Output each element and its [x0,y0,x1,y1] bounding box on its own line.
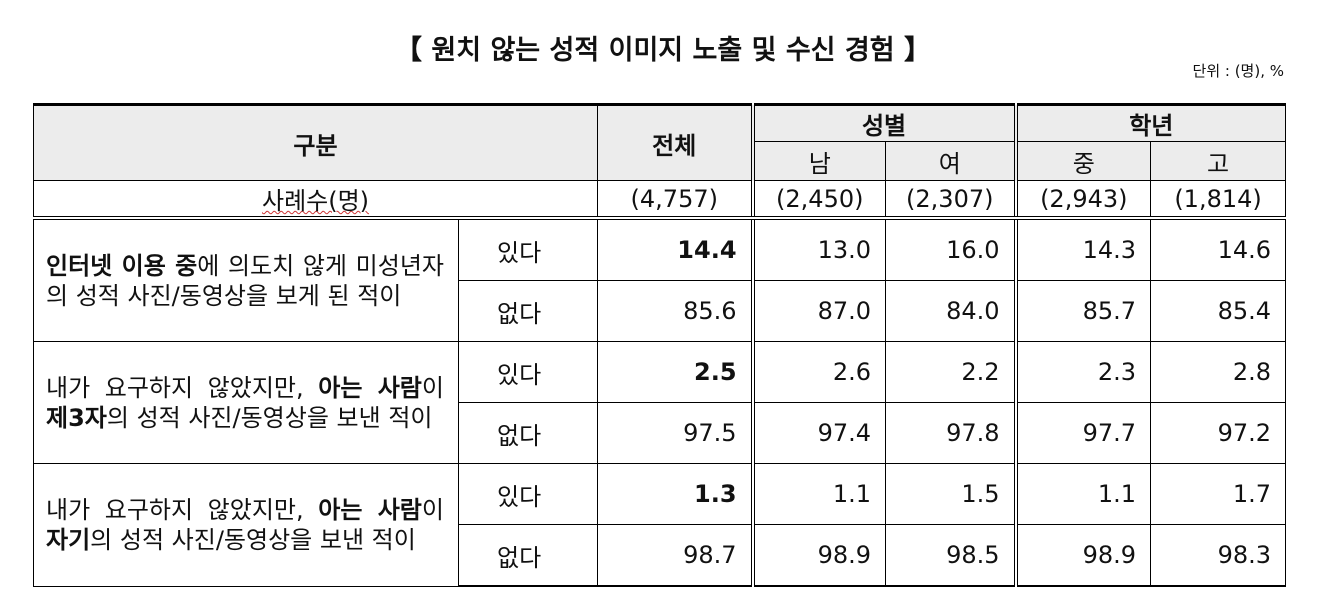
value-cell: 2.8 [1150,341,1287,403]
table-row: 인터넷 이용 중에 의도치 않게 미성년자의 성적 사진/동영상을 보게 된 적… [33,217,1287,342]
value-cell: 84.0 [885,280,1017,342]
title: 【 원치 않는 성적 이미지 노출 및 수신 경험 】 [394,35,932,66]
row-label-cell: 내가 요구하지 않았지만, 아는 사람이 제3자의 성적 사진/동영상을 보낸 … [33,341,459,464]
row-label-part: 인터넷 이용 중 [46,251,198,280]
value-cell: 85.6 [597,280,754,342]
sample-cell: (2,307) [885,180,1017,220]
table-body: 인터넷 이용 중에 의도치 않게 미성년자의 성적 사진/동영상을 보게 된 적… [33,217,1287,587]
row-label-cell: 내가 요구하지 않았지만, 아는 사람이 자기의 성적 사진/동영상을 보낸 적… [33,463,459,587]
value-cell: 1.1 [750,463,887,525]
value-cell: 97.2 [1150,402,1287,464]
unit-label: 단위 : (명), % [1192,62,1284,80]
row-label-part: 이 [421,495,444,524]
value-cell: 2.3 [1013,341,1152,403]
sample-cell: (4,757) [597,180,754,220]
table: 구분 전체 성별 학년 남 여 중 고 사례수(명) (4,757) (2,450… [32,103,1287,587]
row-label-part: 이 [421,373,444,402]
sample-cell: (1,814) [1150,180,1287,220]
answer-cell: 있다 [457,341,599,403]
value-cell: 98.9 [1013,524,1152,587]
value-cell: 1.1 [1013,463,1152,525]
value-cell: 97.8 [885,402,1017,464]
header-cell: 구분 [32,103,599,181]
value-cell: 97.5 [597,402,754,464]
value-cell: 85.4 [1150,280,1287,342]
value-cell: 14.6 [1150,217,1287,281]
value-cell: 98.7 [597,524,754,587]
row-label-part: 아는 사람 [318,495,422,524]
sample-cell: (2,450) [750,180,887,220]
sample-cell: (2,943) [1013,180,1152,220]
header-cell: 학년 [1013,103,1287,142]
value-cell: 97.4 [750,402,887,464]
value-cell: 13.0 [750,217,887,281]
table-row: 없다 85.6 87.0 84.0 85.7 85.4 [34,280,1287,342]
table-row: 내가 요구하지 않았지만, 아는 사람이 제3자의 성적 사진/동영상을 보낸 … [33,341,1287,464]
value-cell: 98.5 [885,524,1017,587]
header-cell: 성별 [750,103,1017,142]
header-cell: 중 [1013,141,1152,181]
answer-cell: 있다 [457,217,599,281]
value-cell: 1.3 [597,463,754,525]
sample-label-cell: 사례수(명) [32,180,599,220]
value-cell: 98.3 [1150,524,1287,587]
value-cell: 2.2 [885,341,1017,403]
header-cell: 전체 [597,103,754,181]
header-cell: 남 [750,141,887,181]
table-row: 내가 요구하지 않았지만, 아는 사람이 자기의 성적 사진/동영상을 보낸 적… [33,463,1287,587]
row-label-part: 내가 요구하지 않았지만, [46,373,319,402]
value-cell: 14.3 [1013,217,1152,281]
row-label-cell: 인터넷 이용 중에 의도치 않게 미성년자의 성적 사진/동영상을 보게 된 적… [33,217,459,342]
table-row: 없다 98.7 98.9 98.5 98.9 98.3 [34,524,1287,587]
row-label-part: 자기 [46,525,91,554]
header-cell: 여 [885,141,1017,181]
value-cell: 2.5 [597,341,754,403]
value-cell: 87.0 [750,280,887,342]
value-cell: 16.0 [885,217,1017,281]
value-cell: 1.5 [885,463,1017,525]
row-label-part: 아는 사람 [318,373,422,402]
value-cell: 1.7 [1150,463,1287,525]
row-label-part: 에 의도치 않게 미성년자의 성적 사진/동영상을 보게 된 적이 [46,251,444,310]
value-cell: 98.9 [750,524,887,587]
row-label-part: 의 성적 사진/동영상을 보낸 적이 [90,525,416,554]
header-cell: 고 [1150,141,1287,181]
answer-cell: 없다 [457,402,599,464]
answer-cell: 있다 [457,463,599,525]
sample-label: 사례수(명) [261,187,370,215]
answer-cell: 없다 [457,280,599,342]
row-label-part: 제3자 [46,403,107,432]
answer-cell: 없다 [457,524,599,587]
value-cell: 14.4 [597,217,754,281]
value-cell: 97.7 [1013,402,1152,464]
value-cell: 85.7 [1013,280,1152,342]
table-row: 없다 97.5 97.4 97.8 97.7 97.2 [34,402,1287,464]
row-label-part: 내가 요구하지 않았지만, [46,495,319,524]
value-cell: 2.6 [750,341,887,403]
row-label-part: 의 성적 사진/동영상을 보낸 적이 [106,403,433,432]
